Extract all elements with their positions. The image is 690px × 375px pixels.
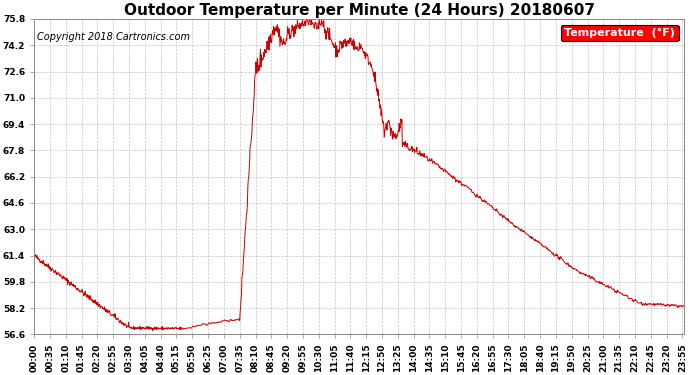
Legend: Temperature  (°F): Temperature (°F) bbox=[561, 24, 679, 41]
Text: Copyright 2018 Cartronics.com: Copyright 2018 Cartronics.com bbox=[37, 32, 190, 42]
Title: Outdoor Temperature per Minute (24 Hours) 20180607: Outdoor Temperature per Minute (24 Hours… bbox=[124, 3, 595, 18]
